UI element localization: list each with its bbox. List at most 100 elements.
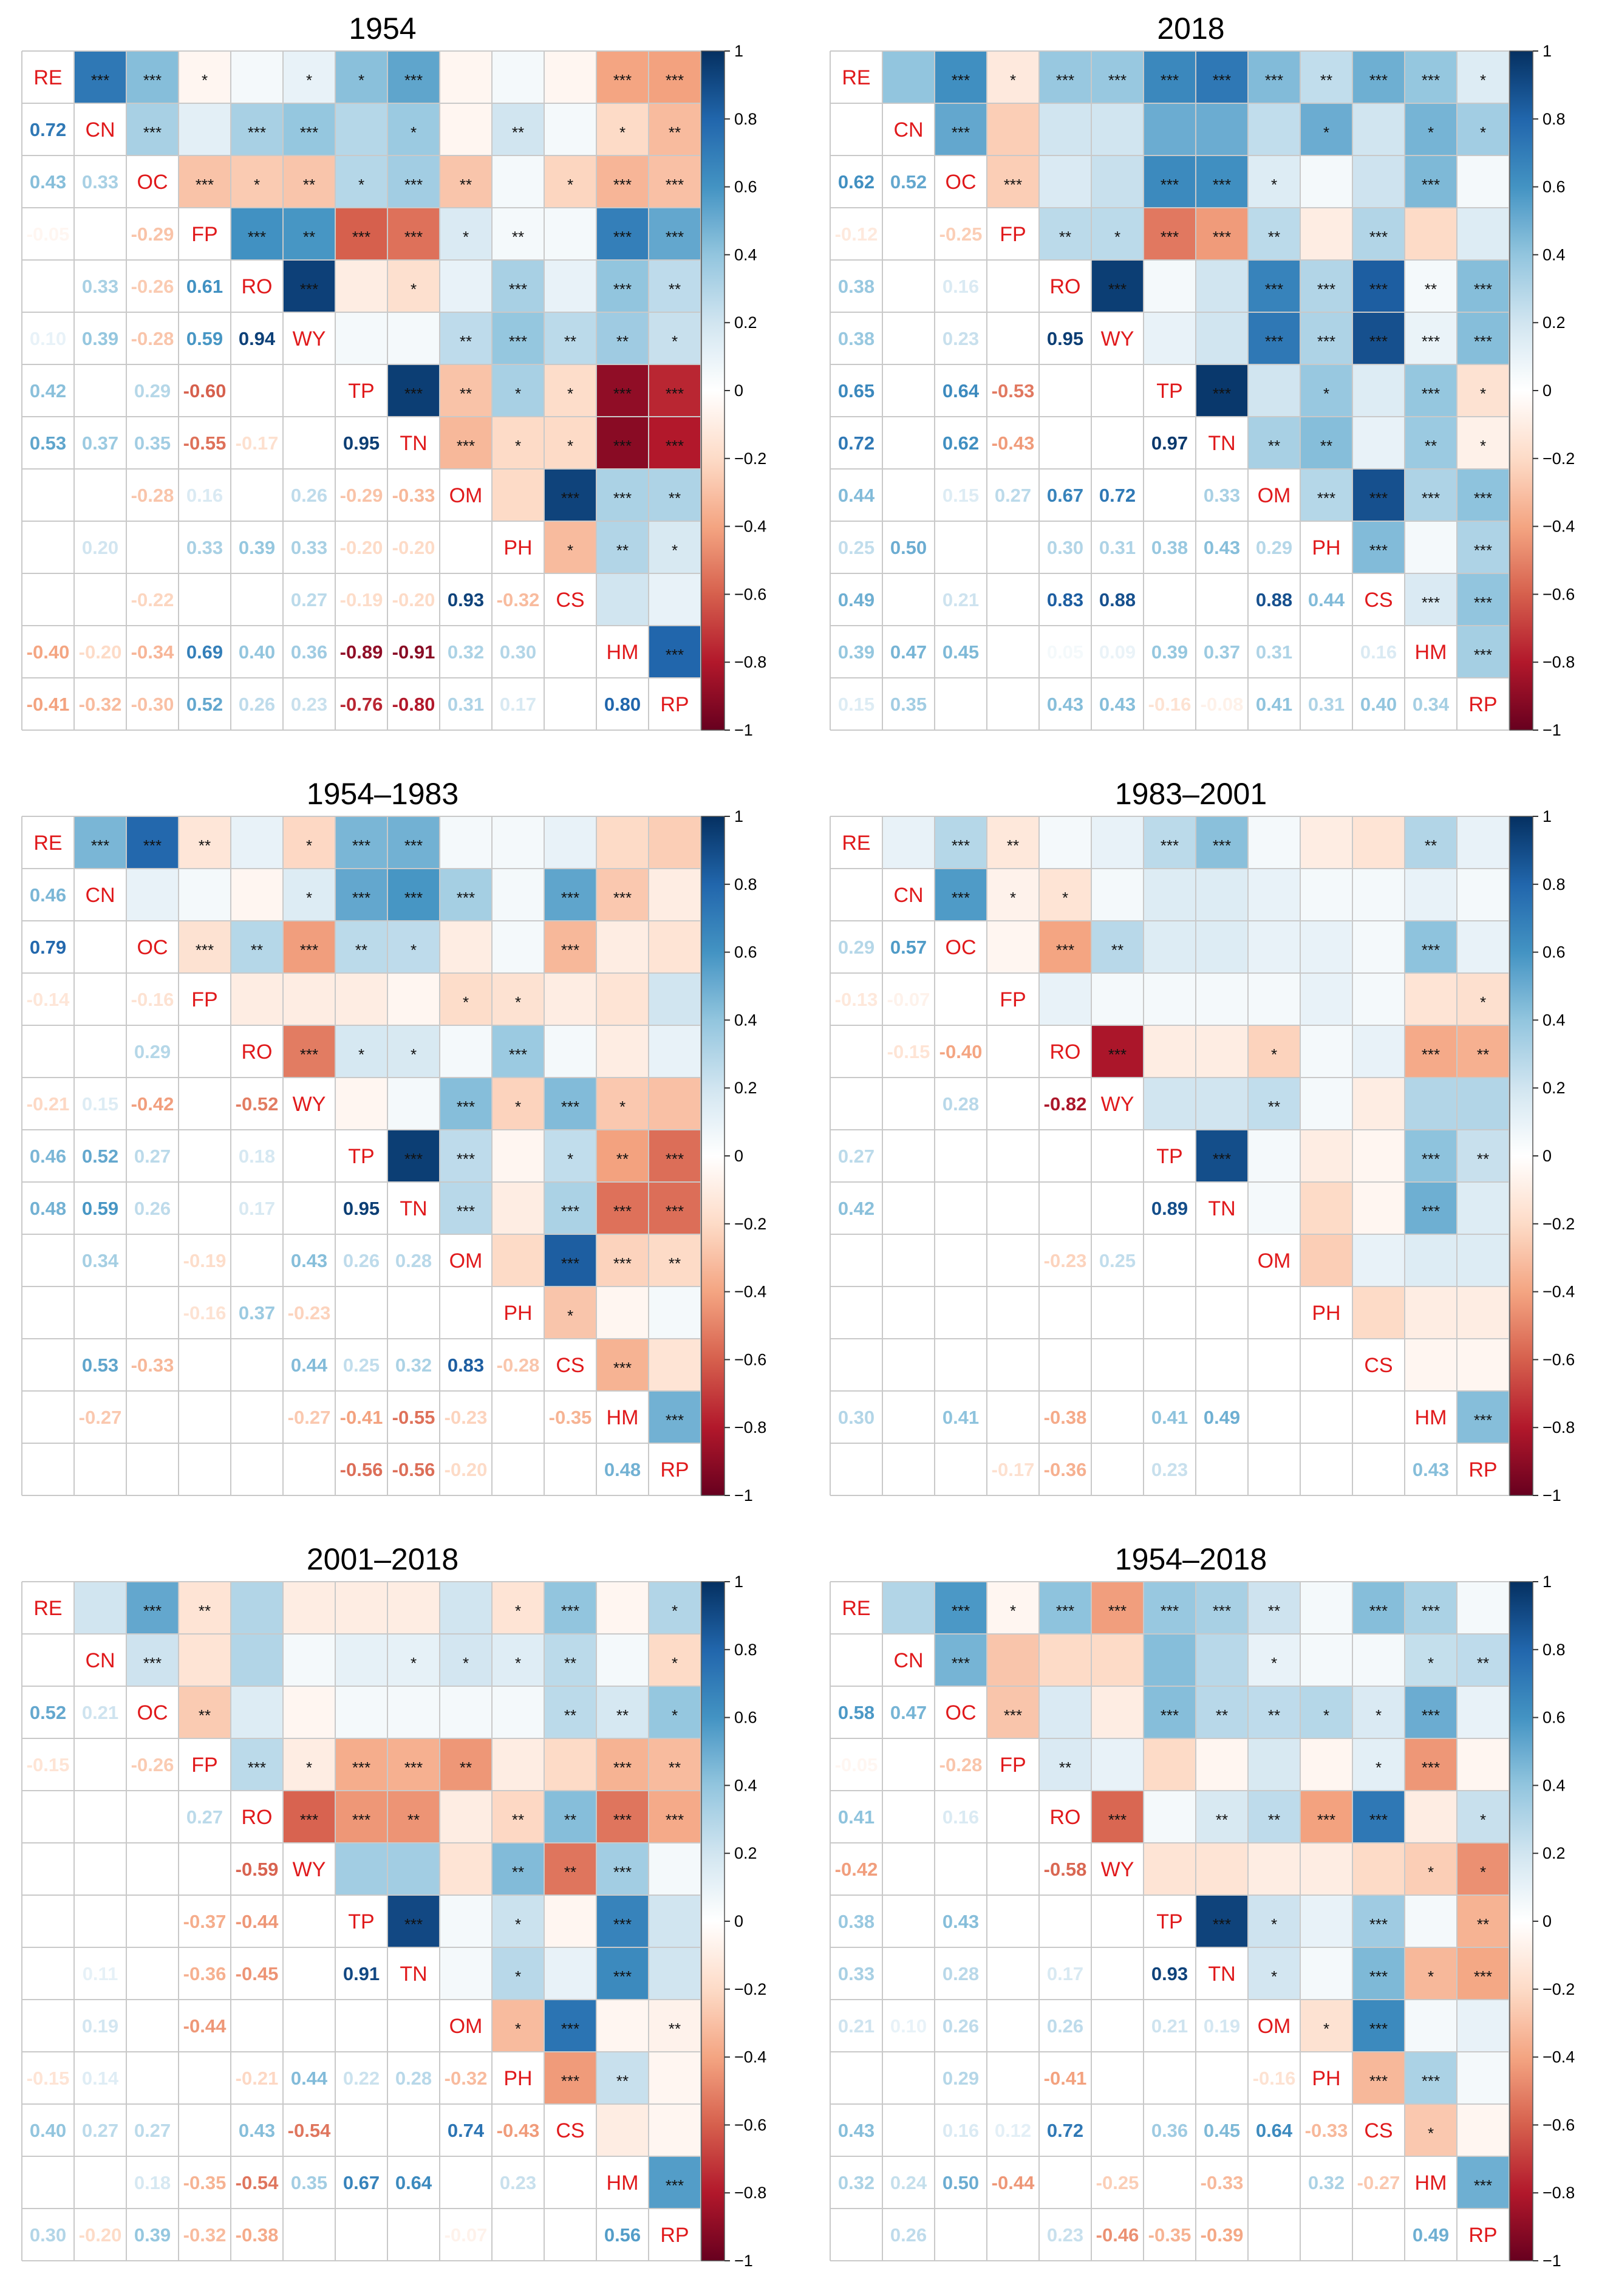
coefficient-WY-RO: -0.59 — [236, 1859, 279, 1880]
significance-RO-OM: *** — [1265, 280, 1283, 298]
cell-RE-FP — [987, 51, 1039, 103]
variable-label-om: OM — [1258, 484, 1291, 507]
variable-label-re: RE — [33, 832, 62, 855]
significance-RE-TP: *** — [1161, 836, 1179, 855]
colorbar-tick-label: 0.2 — [734, 1844, 757, 1862]
cell-CN-PH — [1300, 103, 1352, 155]
significance-PH-CS: *** — [1369, 541, 1388, 559]
significance-OC-TN: ** — [1216, 1706, 1228, 1724]
cell-FP-TN — [387, 973, 440, 1025]
coefficient-PH-OM: 0.29 — [1256, 537, 1292, 558]
cell-CS-HM — [596, 2104, 649, 2156]
cell-OC-FP — [179, 155, 231, 208]
cell-OM-HM — [596, 1234, 649, 1286]
coefficient-HM-TN: 0.37 — [1204, 641, 1240, 663]
corrplot-1954-1983-svg: 1954–1983 RE CN OC FP RO WY TP TN OM PH CS HM RP 0.46 0… — [21, 777, 766, 1505]
cell-RE-WY — [1091, 51, 1144, 103]
cell-CN-CS — [1352, 869, 1405, 921]
cell-WY-TN — [387, 1843, 440, 1895]
cell-FP-TN — [1196, 973, 1248, 1025]
coefficient-HM-TN: 0.64 — [395, 2172, 432, 2193]
significance-CN-RP: * — [1480, 123, 1486, 142]
coefficient-PH-RE: -0.15 — [27, 2068, 70, 2089]
variable-label-tn: TN — [1208, 1197, 1235, 1220]
coefficient-HM-OC: 0.50 — [943, 2172, 979, 2193]
variable-label-rp: RP — [1468, 693, 1497, 716]
cell-PH-HM — [596, 1286, 649, 1339]
coefficient-RP-FP: -0.17 — [992, 1459, 1035, 1480]
cell-RO-WY — [1091, 1025, 1144, 1078]
cell-TN-HM — [596, 417, 649, 469]
cell-WY-PH — [1300, 1843, 1352, 1895]
cell-CN-OM — [1248, 1634, 1300, 1686]
coefficient-RP-TN: -0.08 — [1201, 694, 1244, 715]
significance-TP-TN: *** — [1213, 1150, 1231, 1168]
cell-TP-TN — [387, 1895, 440, 1947]
coefficient-TP-OC: 0.27 — [134, 1146, 171, 1167]
variable-label-ro: RO — [1050, 1806, 1081, 1829]
cell-CN-OM — [1248, 869, 1300, 921]
cell-TN-OM — [440, 1182, 492, 1234]
cell-TN-PH — [1300, 1947, 1352, 2000]
cell-CN-FP — [179, 869, 231, 921]
coefficient-CS-WY: 0.27 — [291, 589, 327, 610]
variable-label-cs: CS — [556, 1354, 584, 1377]
significance-RE-TN: *** — [1213, 71, 1231, 89]
cell-FP-WY — [283, 973, 335, 1025]
coefficient-PH-RO: 0.37 — [239, 1302, 275, 1324]
cell-FP-HM — [1405, 1738, 1457, 1791]
coefficient-FP-RE: -0.15 — [27, 1754, 70, 1775]
cell-CN-RP — [1457, 1634, 1509, 1686]
variable-label-cn: CN — [893, 884, 923, 907]
cell-RO-CS — [1352, 260, 1405, 312]
coefficient-RP-WY: 0.43 — [1099, 694, 1136, 715]
cell-FP-TP — [1144, 208, 1196, 260]
coefficient-FP-OC: -0.25 — [939, 224, 983, 245]
cell-OM-CS — [544, 469, 596, 521]
cell-RE-OC — [126, 816, 179, 869]
variable-label-rp: RP — [1468, 1458, 1497, 1481]
significance-TP-TN: *** — [404, 384, 423, 403]
cell-RO-OM — [440, 1025, 492, 1078]
significance-FP-TN: *** — [404, 1758, 423, 1777]
cell-RE-HM — [1405, 1582, 1457, 1634]
significance-RE-WY: * — [306, 836, 312, 855]
significance-TN-RP: *** — [1474, 1967, 1492, 1986]
cell-TN-PH — [492, 1947, 544, 2000]
significance-PH-CS: * — [567, 1307, 573, 1325]
colorbar-tick-label: −0.4 — [734, 1283, 766, 1301]
cell-OC-TN — [387, 921, 440, 973]
significance-PH-HM: *** — [1422, 2072, 1440, 2090]
cell-RE-OC — [126, 1582, 179, 1634]
significance-TN-PH: * — [515, 1967, 521, 1986]
significance-OC-CS: ** — [564, 1706, 576, 1724]
cell-FP-RP — [649, 208, 701, 260]
coefficient-HM-TN: 0.49 — [1204, 1407, 1240, 1428]
cell-RO-OM — [1248, 1791, 1300, 1843]
cell-TN-HM — [1405, 1947, 1457, 2000]
cell-HM-RP — [649, 2156, 701, 2209]
significance-RE-RP: * — [672, 1602, 678, 1620]
significance-WY-PH: *** — [1317, 332, 1335, 350]
cell-RO-PH — [1300, 260, 1352, 312]
significance-OM-CS: *** — [561, 489, 579, 507]
cell-HM-RP — [1457, 626, 1509, 678]
coefficient-CS-TP: 0.25 — [343, 1355, 380, 1376]
coefficient-TP-RE: 0.65 — [838, 380, 874, 401]
cell-CN-PH — [1300, 1634, 1352, 1686]
cell-WY-PH — [1300, 312, 1352, 364]
colorbar-tick-label: 1 — [1543, 1573, 1552, 1591]
cell-RE-HM — [596, 51, 649, 103]
cell-CS-HM — [1405, 1339, 1457, 1391]
variable-label-ro: RO — [1050, 275, 1081, 298]
significance-OM-CS: *** — [561, 1254, 579, 1273]
coefficient-OM-WY: 0.72 — [1099, 485, 1136, 506]
coefficient-TN-TP: 0.95 — [343, 432, 380, 454]
cell-FP-HM — [596, 208, 649, 260]
coefficient-CS-OC: 0.16 — [943, 2120, 979, 2141]
significance-FP-RP: * — [1480, 993, 1486, 1011]
coefficient-HM-CS: -0.27 — [1357, 2172, 1400, 2193]
significance-FP-CS: * — [1376, 1758, 1382, 1777]
cell-CN-WY — [283, 869, 335, 921]
significance-CN-PH: ** — [512, 123, 524, 142]
